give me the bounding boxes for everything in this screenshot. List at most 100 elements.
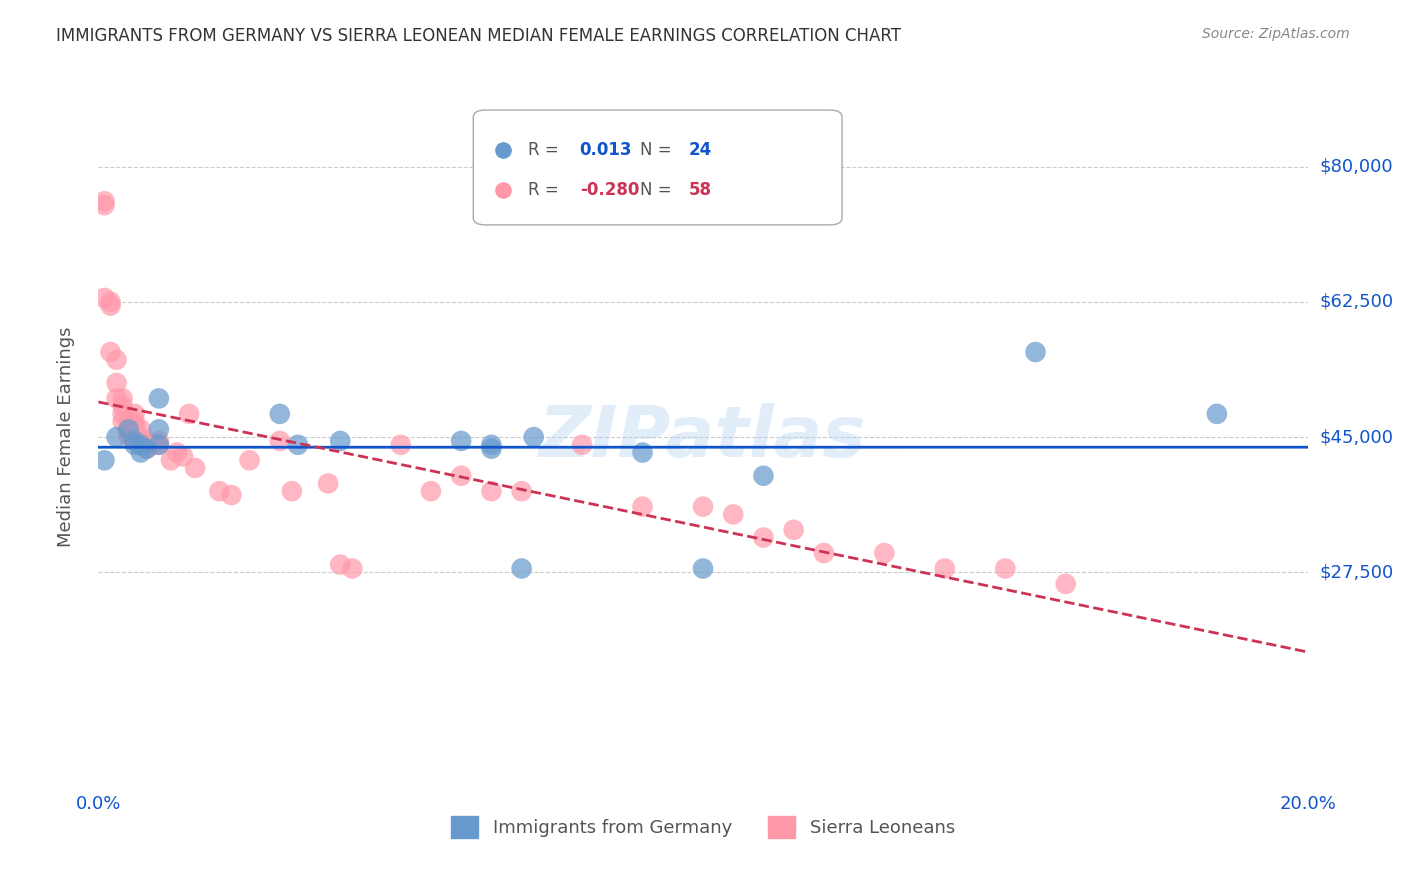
- Point: [135, 442, 157, 456]
- Text: R =: R =: [527, 181, 558, 199]
- Point: [316, 476, 339, 491]
- Text: $80,000: $80,000: [1320, 158, 1393, 176]
- Point: [118, 426, 141, 441]
- Point: [389, 438, 412, 452]
- Point: [124, 438, 146, 452]
- Point: [221, 488, 243, 502]
- Point: [420, 484, 443, 499]
- Point: [105, 352, 128, 367]
- Point: [129, 438, 152, 452]
- Point: [135, 442, 157, 456]
- Point: [129, 430, 152, 444]
- Point: [873, 546, 896, 560]
- Point: [481, 484, 503, 499]
- Point: [118, 415, 141, 429]
- Point: [118, 430, 141, 444]
- Point: [142, 438, 165, 452]
- Point: [342, 561, 364, 575]
- Point: [631, 445, 654, 459]
- Point: [148, 422, 170, 436]
- Text: $27,500: $27,500: [1320, 564, 1393, 582]
- Point: [93, 194, 115, 209]
- Point: [994, 561, 1017, 575]
- Point: [1024, 345, 1046, 359]
- Point: [118, 422, 141, 436]
- Text: ZIPatlas: ZIPatlas: [540, 402, 866, 472]
- Point: [692, 561, 714, 575]
- Point: [1206, 407, 1229, 421]
- Point: [129, 434, 152, 448]
- Point: [111, 392, 134, 406]
- Point: [1054, 577, 1077, 591]
- Point: [281, 484, 304, 499]
- Point: [329, 434, 352, 448]
- Point: [269, 434, 291, 448]
- Text: 58: 58: [689, 181, 711, 199]
- Point: [481, 438, 503, 452]
- Point: [329, 558, 352, 572]
- Text: N =: N =: [640, 181, 672, 199]
- Point: [148, 438, 170, 452]
- Point: [160, 453, 183, 467]
- Point: [124, 415, 146, 429]
- Text: IMMIGRANTS FROM GERMANY VS SIERRA LEONEAN MEDIAN FEMALE EARNINGS CORRELATION CHA: IMMIGRANTS FROM GERMANY VS SIERRA LEONEA…: [56, 27, 901, 45]
- Point: [723, 508, 745, 522]
- Text: 24: 24: [689, 142, 711, 160]
- Point: [631, 500, 654, 514]
- Point: [166, 445, 188, 459]
- Point: [93, 198, 115, 212]
- Point: [208, 484, 231, 499]
- Y-axis label: Median Female Earnings: Median Female Earnings: [56, 326, 75, 548]
- Point: [752, 531, 775, 545]
- Legend: Immigrants from Germany, Sierra Leoneans: Immigrants from Germany, Sierra Leoneans: [444, 809, 962, 846]
- Point: [100, 345, 122, 359]
- Point: [111, 399, 134, 413]
- Text: $62,500: $62,500: [1320, 293, 1393, 310]
- Text: $45,000: $45,000: [1320, 428, 1393, 446]
- Point: [184, 461, 207, 475]
- Point: [118, 418, 141, 433]
- Point: [752, 468, 775, 483]
- Point: [111, 415, 134, 429]
- Text: 0.013: 0.013: [579, 142, 633, 160]
- Point: [179, 407, 201, 421]
- Point: [239, 453, 262, 467]
- Point: [124, 407, 146, 421]
- Point: [100, 299, 122, 313]
- Point: [934, 561, 956, 575]
- Point: [105, 376, 128, 390]
- Point: [813, 546, 835, 560]
- Point: [93, 291, 115, 305]
- Point: [148, 392, 170, 406]
- Point: [172, 450, 194, 464]
- Point: [129, 445, 152, 459]
- Point: [481, 442, 503, 456]
- Point: [105, 392, 128, 406]
- Point: [135, 438, 157, 452]
- Point: [129, 422, 152, 436]
- Point: [105, 430, 128, 444]
- Point: [148, 434, 170, 448]
- Text: R =: R =: [527, 142, 558, 160]
- Point: [523, 430, 546, 444]
- Point: [450, 468, 472, 483]
- Point: [111, 407, 134, 421]
- Text: Source: ZipAtlas.com: Source: ZipAtlas.com: [1202, 27, 1350, 41]
- Point: [287, 438, 309, 452]
- Point: [450, 434, 472, 448]
- Point: [783, 523, 806, 537]
- Point: [124, 434, 146, 448]
- Point: [118, 422, 141, 436]
- Point: [692, 500, 714, 514]
- Text: -0.280: -0.280: [579, 181, 640, 199]
- FancyBboxPatch shape: [474, 110, 842, 225]
- Point: [93, 453, 115, 467]
- Point: [510, 484, 533, 499]
- Point: [148, 438, 170, 452]
- Point: [269, 407, 291, 421]
- Point: [571, 438, 593, 452]
- Point: [124, 418, 146, 433]
- Point: [100, 294, 122, 309]
- Point: [510, 561, 533, 575]
- Text: N =: N =: [640, 142, 672, 160]
